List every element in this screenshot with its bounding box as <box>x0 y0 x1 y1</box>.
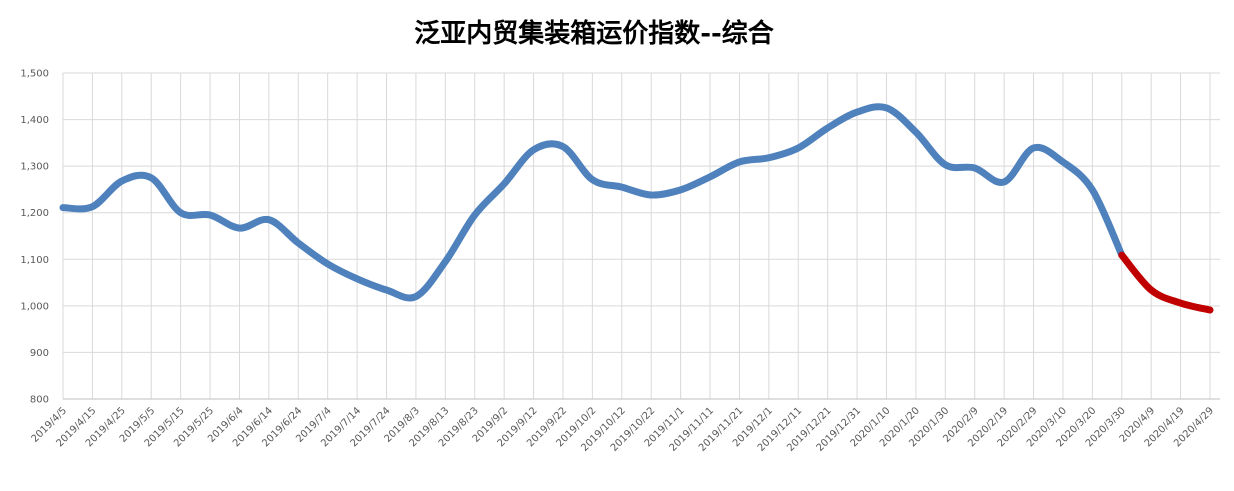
y-tick-label: 1,000 <box>20 301 49 312</box>
y-tick-label: 1,500 <box>20 69 49 80</box>
line-series <box>1118 251 1214 314</box>
y-tick-label: 900 <box>30 348 49 359</box>
chart-title: 泛亚内贸集装箱运价指数--综合 <box>414 18 775 49</box>
line-series <box>59 103 1126 302</box>
y-tick-label: 1,200 <box>20 208 49 219</box>
y-tick-label: 1,400 <box>20 115 49 126</box>
y-tick-label: 1,100 <box>20 255 49 266</box>
y-tick-label: 800 <box>30 395 49 406</box>
y-tick-label: 1,300 <box>20 162 49 173</box>
